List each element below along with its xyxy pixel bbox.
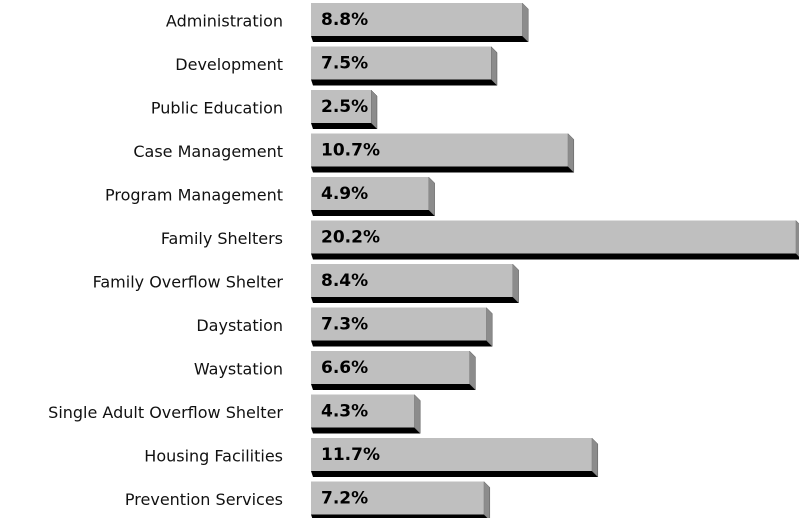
bar-side xyxy=(512,263,519,304)
bar xyxy=(311,394,415,428)
bar-side xyxy=(469,350,476,391)
bar-bottom xyxy=(311,123,377,129)
value-label: 6.6% xyxy=(321,358,368,378)
bar-bottom xyxy=(311,253,799,260)
category-label: Administration xyxy=(166,12,283,31)
value-label: 4.3% xyxy=(321,402,368,422)
category-label: Family Overflow Shelter xyxy=(93,273,284,292)
bar xyxy=(311,46,491,80)
category-label: Public Education xyxy=(151,99,283,118)
bar-side xyxy=(485,306,493,348)
value-label: 8.8% xyxy=(321,10,368,30)
bar-side xyxy=(428,176,435,217)
value-label: 8.4% xyxy=(321,271,368,291)
bar-side xyxy=(413,393,421,435)
category-label: Daystation xyxy=(196,316,283,335)
category-label: Development xyxy=(175,55,283,74)
bar-bottom xyxy=(311,166,574,173)
bar xyxy=(311,307,487,341)
bar-bottom xyxy=(311,514,488,518)
category-label: Program Management xyxy=(105,186,283,205)
category-label: Prevention Services xyxy=(125,490,283,509)
bar-bottom xyxy=(311,36,529,42)
category-label: Family Shelters xyxy=(161,229,283,248)
bar xyxy=(311,264,513,297)
bar-bottom xyxy=(311,384,476,390)
bar-bottom xyxy=(311,210,435,216)
bar xyxy=(311,177,429,210)
category-label: Single Adult Overflow Shelter xyxy=(48,403,283,422)
bar xyxy=(311,481,484,515)
bar-side xyxy=(567,132,575,174)
bar xyxy=(311,133,568,167)
bar-bottom xyxy=(311,297,519,303)
category-label: Waystation xyxy=(194,360,283,379)
bar-bottom xyxy=(311,340,493,347)
value-label: 20.2% xyxy=(321,228,380,248)
category-label: Housing Facilities xyxy=(144,447,283,466)
bar-side xyxy=(591,437,599,478)
category-label: Case Management xyxy=(133,142,283,161)
bar-side xyxy=(370,89,378,130)
bar-bottom xyxy=(311,427,421,434)
bar-side xyxy=(521,2,529,43)
bar xyxy=(311,351,470,384)
value-label: 11.7% xyxy=(321,445,380,465)
value-label: 2.5% xyxy=(321,97,368,117)
bar xyxy=(311,220,796,254)
bar-bottom xyxy=(311,79,497,86)
bar xyxy=(311,438,592,471)
bar xyxy=(311,90,371,123)
bar xyxy=(311,3,523,36)
value-label: 4.9% xyxy=(321,184,368,204)
bar-side xyxy=(483,480,491,518)
value-label: 7.3% xyxy=(321,315,368,335)
value-label: 10.7% xyxy=(321,141,380,161)
value-label: 7.2% xyxy=(321,489,368,509)
bar-bottom xyxy=(311,471,598,477)
value-label: 7.5% xyxy=(321,54,368,74)
bar-side xyxy=(490,45,498,87)
